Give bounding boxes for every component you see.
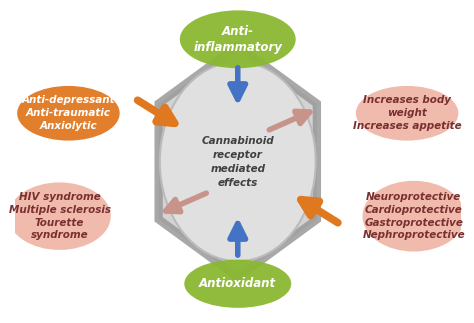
- Text: HIV syndrome
Multiple sclerosis
Tourette
syndrome: HIV syndrome Multiple sclerosis Tourette…: [9, 192, 110, 240]
- Ellipse shape: [180, 10, 296, 68]
- Text: Antioxidant: Antioxidant: [199, 277, 276, 290]
- Text: Anti-depressant
Anti-traumatic
Anxiolytic: Anti-depressant Anti-traumatic Anxiolyti…: [22, 96, 115, 131]
- Ellipse shape: [17, 86, 119, 141]
- Ellipse shape: [356, 86, 458, 141]
- Ellipse shape: [160, 62, 316, 261]
- Text: Neuroprotective
Cardioprotective
Gastroprotective
Nephroprotective: Neuroprotective Cardioprotective Gastrop…: [363, 192, 465, 240]
- Text: Anti-
inflammatory: Anti- inflammatory: [193, 25, 282, 54]
- Text: Cannabinoid
receptor
mediated
effects: Cannabinoid receptor mediated effects: [201, 136, 274, 187]
- Polygon shape: [159, 46, 317, 277]
- Ellipse shape: [184, 260, 291, 308]
- Ellipse shape: [363, 181, 465, 252]
- Ellipse shape: [8, 182, 111, 250]
- Text: Increases body
weight
Increases appetite: Increases body weight Increases appetite: [353, 96, 461, 131]
